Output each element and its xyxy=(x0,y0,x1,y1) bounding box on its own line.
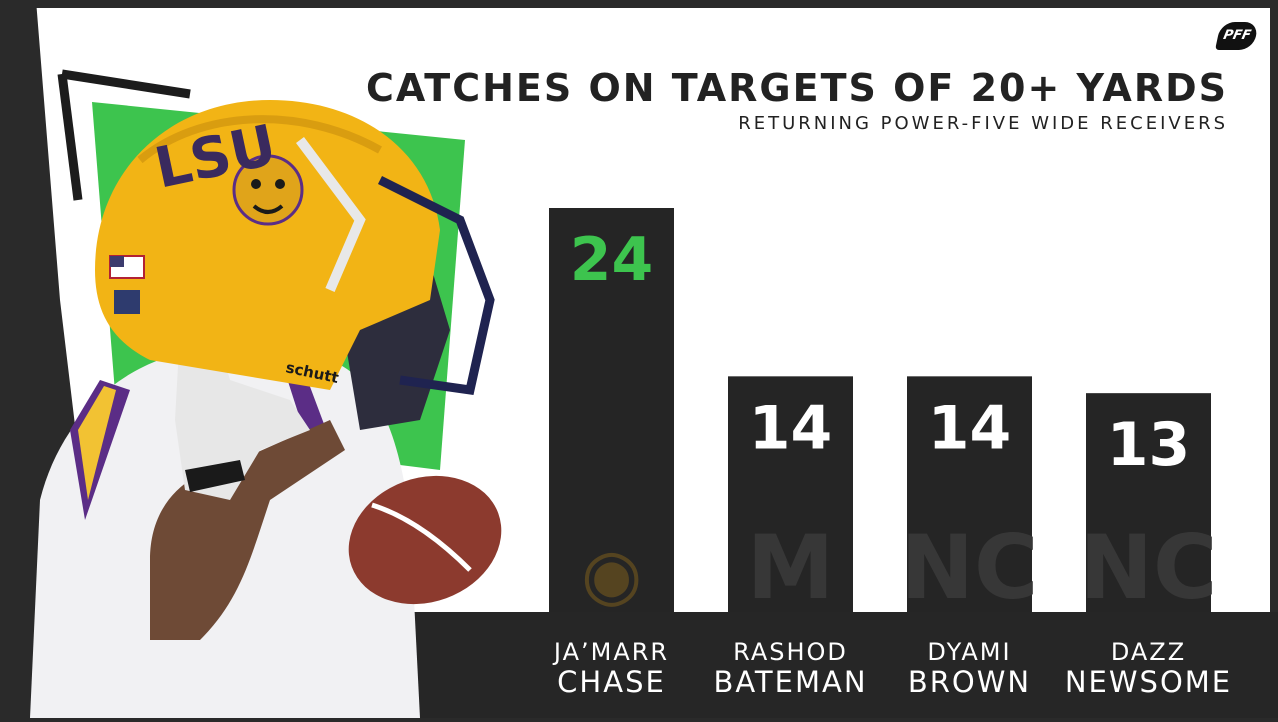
category-label-last: BROWN xyxy=(908,665,1031,699)
bar xyxy=(1086,393,1211,612)
category-label-first: JA’MARR xyxy=(552,638,669,666)
category-label-first: RASHOD xyxy=(733,638,848,666)
data-label: 14 xyxy=(928,393,1012,463)
chart-subtitle: RETURNING POWER-FIVE WIDE RECEIVERS xyxy=(738,113,1228,134)
chart-title: CATCHES ON TARGETS OF 20+ YARDS xyxy=(365,66,1228,110)
bar xyxy=(549,208,674,612)
player-photo: LSU schutt xyxy=(30,100,502,718)
frame-line xyxy=(57,73,83,201)
frame-line xyxy=(61,69,191,99)
category-label-last: NEWSOME xyxy=(1065,665,1232,699)
category-label-first: DYAMI xyxy=(927,638,1011,666)
category-label-first: DAZZ xyxy=(1111,638,1186,666)
team-logo-watermark: M xyxy=(747,516,835,619)
team-logo-watermark: ◉ xyxy=(581,533,642,615)
data-label: 24 xyxy=(570,225,654,295)
category-label-last: BATEMAN xyxy=(713,665,867,699)
category-label-last: CHASE xyxy=(557,665,666,699)
data-label: 14 xyxy=(749,393,833,463)
label-strip xyxy=(300,612,1278,718)
bar xyxy=(907,376,1032,612)
data-label: 13 xyxy=(1107,410,1191,480)
team-logo-watermark: NC xyxy=(1079,516,1217,619)
team-logo-watermark: NC xyxy=(900,516,1038,619)
bar xyxy=(728,376,853,612)
